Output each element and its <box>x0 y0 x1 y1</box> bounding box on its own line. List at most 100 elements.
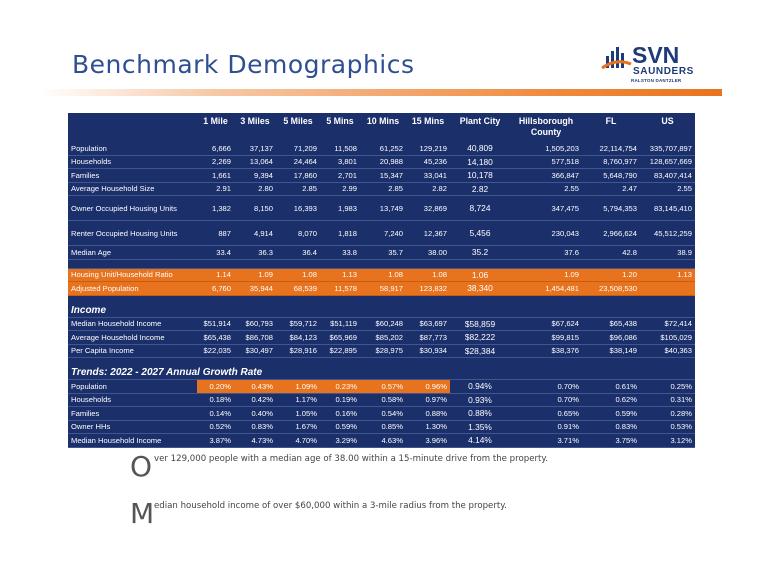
table-cell: $58,859 <box>450 317 510 331</box>
table-cell: 0.96% <box>406 379 450 394</box>
row-label: Median Age <box>68 245 197 260</box>
table-cell: 0.19% <box>320 393 360 407</box>
table-cell: 8,724 <box>450 195 510 221</box>
table-cell: 23,508,530 <box>582 281 640 296</box>
column-header: 10 Mins <box>366 116 400 126</box>
table-cell: $63,697 <box>406 317 450 331</box>
table-cell: 2.82 <box>450 182 510 196</box>
table-cell: 0.54% <box>360 406 406 421</box>
table-cell: 0.65% <box>510 406 582 421</box>
table-cell: 0.97% <box>406 393 450 407</box>
table-cell: 0.16% <box>320 406 360 421</box>
table-cell: $22,035 <box>197 344 234 358</box>
table-row: Median Household Income $51,914 $60,793 $59… <box>68 317 695 331</box>
table-cell: 11,508 <box>320 142 360 156</box>
table-cell: $28,975 <box>360 344 406 358</box>
table-cell: 4.70% <box>276 433 320 448</box>
table-cell: 1.05% <box>276 406 320 421</box>
table-cell: $84,123 <box>276 330 320 345</box>
row-label: Per Capita Income <box>68 344 197 358</box>
logo-brand: SVN <box>632 42 680 68</box>
table-cell: 8,760,977 <box>582 155 640 169</box>
table-cell: 0.59% <box>320 420 360 434</box>
table-cell: 1,505,203 <box>510 142 582 156</box>
bullet-text: ver 129,000 people with a median age of … <box>154 454 548 464</box>
column-header: 3 Miles <box>240 116 270 126</box>
bullet-drop-cap: O <box>130 450 153 483</box>
table-cell: 0.42% <box>234 393 276 407</box>
table-cell: 0.70% <box>510 379 582 394</box>
table-cell: $40,363 <box>640 344 695 358</box>
table-cell: 15,347 <box>360 168 406 183</box>
table-cell: 14,180 <box>450 155 510 169</box>
table-cell: $65,969 <box>320 330 360 345</box>
table-cell: 0.57% <box>360 379 406 394</box>
table-row: Families 0.14% 0.40% 1.05% 0.16% 0.54% 0.88% 0.… <box>68 406 695 421</box>
table-row: Owner HHs 0.52% 0.83% 1.67% 0.59% 0.85% 1.30% 1… <box>68 420 695 434</box>
table-cell: 8,070 <box>276 220 320 246</box>
table-cell: 0.59% <box>582 406 640 421</box>
table-cell: 4,914 <box>234 220 276 246</box>
table-cell: 1.06 <box>450 268 510 282</box>
table-cell: 3.75% <box>582 433 640 448</box>
table-cell: $28,916 <box>276 344 320 358</box>
table-cell: 366,847 <box>510 168 582 183</box>
table-cell: 1.09 <box>510 268 582 282</box>
table-cell: 61,252 <box>360 142 406 156</box>
table-cell: 3.96% <box>406 433 450 448</box>
trends-section: Trends: 2022 - 2027 Annual Growth Rate <box>68 357 695 380</box>
table-cell: $38,149 <box>582 344 640 358</box>
table-cell: 45,512,259 <box>640 220 695 246</box>
table-cell: 335,707,897 <box>640 142 695 156</box>
table-cell: 32,869 <box>406 195 450 221</box>
table-row: Adjusted Population 6,760 35,944 68,539 11,5… <box>68 281 695 296</box>
table-cell: 0.83% <box>234 420 276 434</box>
table-cell: $82,222 <box>450 330 510 345</box>
bullet-text: edian household income of over $60,000 w… <box>154 501 507 511</box>
table-cell: 0.18% <box>197 393 234 407</box>
column-header: 1 Mile <box>203 116 228 126</box>
table-cell: $99,815 <box>510 330 582 345</box>
table-cell: 0.88% <box>406 406 450 421</box>
table-cell: $65,438 <box>197 330 234 345</box>
table-cell: $67,624 <box>510 317 582 331</box>
table-cell: 71,209 <box>276 142 320 156</box>
table-cell: $87,773 <box>406 330 450 345</box>
table-cell: 33.4 <box>197 245 234 260</box>
row-label: Median Household Income <box>68 317 197 331</box>
table-cell: 9,394 <box>234 168 276 183</box>
table-header-row: 1 Mile 3 Miles 5 Miles 5 Mins 10 Mins 15 Mins… <box>68 113 695 142</box>
company-logo: SVN SAUNDERS RALSTON DANTZLER <box>600 42 712 87</box>
row-label: Average Household Size <box>68 182 197 196</box>
table-cell: 0.14% <box>197 406 234 421</box>
table-cell: 1,454,481 <box>510 281 582 296</box>
table-cell: 0.93% <box>450 393 510 407</box>
table-cell: 0.62% <box>582 393 640 407</box>
table-cell: 6,760 <box>197 281 234 296</box>
table-cell: 16,393 <box>276 195 320 221</box>
table-cell: 887 <box>197 220 234 246</box>
table-cell: 0.61% <box>582 379 640 394</box>
table-cell: $65,438 <box>582 317 640 331</box>
table-row: Median Age 33.4 36.3 36.4 33.8 35.7 38.00 35.2 3… <box>68 245 695 260</box>
table-cell: 5,648,790 <box>582 168 640 183</box>
table-cell: $59,712 <box>276 317 320 331</box>
table-cell: 2,701 <box>320 168 360 183</box>
table-cell: 2.55 <box>510 182 582 196</box>
table-cell: 35.7 <box>360 245 406 260</box>
table-cell: $28,384 <box>450 344 510 358</box>
column-header: US <box>661 116 674 126</box>
table-row: Owner Occupied Housing Units 1,382 8,150 16… <box>68 195 695 221</box>
table-cell: 1.09% <box>276 379 320 394</box>
table-cell: 38.00 <box>406 245 450 260</box>
row-label: Average Household Income <box>68 330 197 345</box>
table-cell: 347,475 <box>510 195 582 221</box>
table-cell: 24,464 <box>276 155 320 169</box>
table-cell: 1.35% <box>450 420 510 434</box>
table-cell: 5,456 <box>450 220 510 246</box>
table-cell: 8,150 <box>234 195 276 221</box>
table-cell: 1.08 <box>276 268 320 282</box>
table-cell: $86,708 <box>234 330 276 345</box>
table-cell: $51,914 <box>197 317 234 331</box>
logo-sub: RALSTON DANTZLER <box>631 78 682 83</box>
